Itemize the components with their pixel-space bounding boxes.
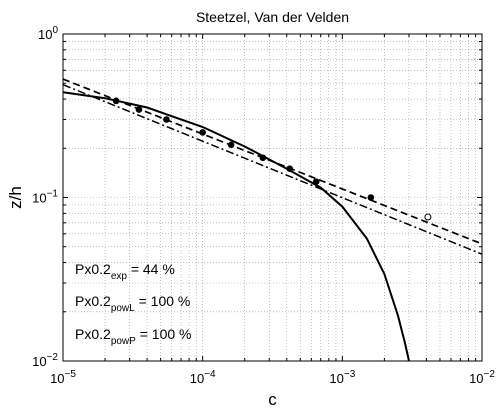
y-axis-label: z/h [6,186,25,209]
x-tick-label: 10−4 [190,369,216,386]
x-tick-label: 10−3 [329,369,355,386]
annotation: Px0.2powP = 100 % [75,326,191,347]
y-tick-label: 10−2 [32,352,58,369]
annotations: Px0.2exp = 44 % Px0.2powL = 100 % Px0.2pow… [75,261,191,347]
grid [63,34,482,361]
data-point [227,141,235,149]
tick-labels: 10−5 10−4 10−3 10−2 10−2 10−1 100 [32,25,495,386]
data-point-open [424,213,432,221]
model-curves [63,78,482,361]
data-point [163,116,170,123]
annotation: Px0.2powL = 100 % [75,293,190,314]
curve-dashed [63,78,482,245]
chart-title: Steetzel, Van der Velden [196,9,349,25]
data-point [199,129,206,136]
measured-points [112,97,432,221]
curve-dashdot [63,84,482,255]
annotation: Px0.2exp = 44 % [75,261,175,282]
x-axis-label: c [268,390,277,409]
data-point [112,97,120,105]
y-tick-label: 100 [38,25,58,42]
y-tick-label: 10−1 [32,189,58,206]
data-point [286,165,294,173]
x-tick-label: 10−2 [469,369,495,386]
data-point [135,106,143,113]
x-tick-label: 10−5 [50,369,76,386]
data-point [312,178,320,185]
curve-solid [63,91,410,361]
data-point [259,154,267,162]
axis-ticks [62,34,482,362]
data-point [367,194,375,201]
